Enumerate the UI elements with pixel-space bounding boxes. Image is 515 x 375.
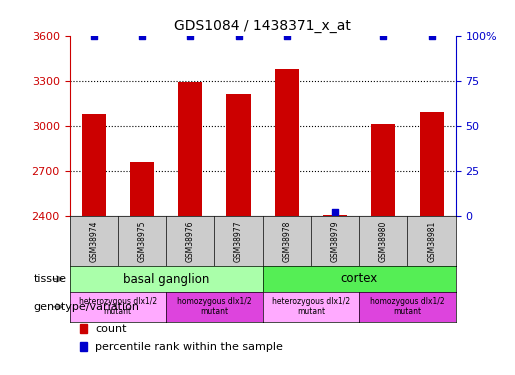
Point [234,33,243,39]
Text: GSM38978: GSM38978 [282,220,291,262]
Point [90,33,98,39]
Bar [130,162,154,216]
Bar [81,114,106,216]
Text: basal ganglion: basal ganglion [123,273,209,285]
Text: GSM38977: GSM38977 [234,220,243,262]
Bar [420,112,444,216]
Point [379,33,387,39]
Text: genotype/variation: genotype/variation [33,302,140,312]
Text: GSM38981: GSM38981 [427,220,436,262]
Point [427,33,436,39]
Text: GSM38976: GSM38976 [186,220,195,262]
Point [331,209,339,215]
Text: GSM38975: GSM38975 [138,220,146,262]
Bar [274,69,299,216]
Point [138,33,146,39]
Text: tissue: tissue [33,274,66,284]
Bar [227,94,251,216]
Text: homozygous dlx1/2
mutant: homozygous dlx1/2 mutant [370,297,445,316]
Text: GSM38979: GSM38979 [331,220,339,262]
Point [186,33,194,39]
Text: GSM38974: GSM38974 [89,220,98,262]
Text: percentile rank within the sample: percentile rank within the sample [95,342,283,351]
Text: GSM38980: GSM38980 [379,220,388,262]
Title: GDS1084 / 1438371_x_at: GDS1084 / 1438371_x_at [174,19,351,33]
Text: heterozygous dlx1/2
mutant: heterozygous dlx1/2 mutant [272,297,350,316]
Text: homozygous dlx1/2
mutant: homozygous dlx1/2 mutant [177,297,252,316]
Text: heterozygous dlx1/2
mutant: heterozygous dlx1/2 mutant [79,297,157,316]
Bar [371,124,396,216]
Text: count: count [95,324,127,333]
Bar [178,82,202,216]
Text: cortex: cortex [340,273,378,285]
Point [283,33,291,39]
